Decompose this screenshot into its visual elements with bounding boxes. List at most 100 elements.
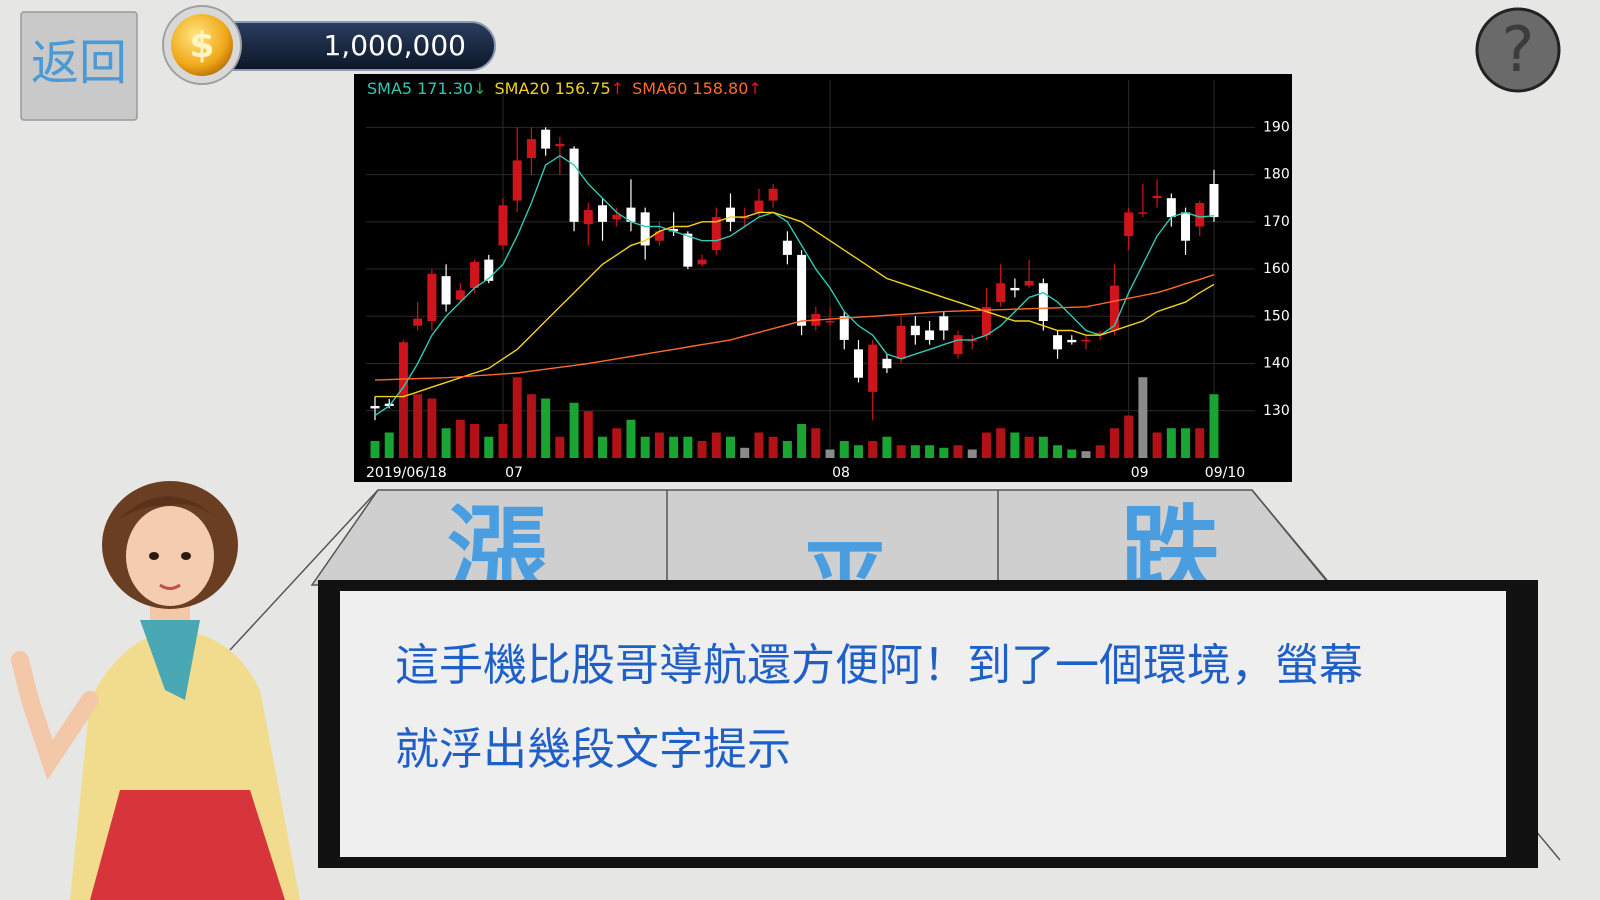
volume-bar	[569, 402, 579, 458]
volume-bar	[555, 436, 565, 458]
x-tick-label: 09/10	[1205, 465, 1245, 481]
volume-bar	[526, 394, 536, 458]
volume-bar	[782, 441, 792, 458]
candle-body	[1024, 280, 1034, 286]
volume-bar	[484, 436, 494, 458]
back-button[interactable]: 返回	[20, 11, 138, 121]
back-button-bg[interactable]	[20, 11, 138, 121]
candle-body	[996, 283, 1006, 303]
candle-body	[1124, 212, 1134, 236]
skirt	[90, 790, 285, 900]
candle-body	[1067, 339, 1077, 343]
help-label[interactable]: ?	[1502, 13, 1535, 86]
candle-body	[896, 325, 906, 359]
x-tick-label: 09	[1131, 465, 1149, 481]
candle-body	[427, 273, 437, 322]
volume-bar	[868, 441, 878, 458]
x-tick-label: 07	[505, 465, 523, 481]
chart: 130 140 150 160 170 180 190 2019/06/18 07 08 09 09/…	[366, 79, 1290, 481]
candle-body	[853, 349, 863, 378]
candle-body	[925, 330, 935, 340]
candle-body	[939, 316, 949, 331]
sma-line	[375, 211, 1215, 398]
volume-bar	[896, 445, 906, 458]
volume-bar	[398, 385, 408, 458]
volume-bar	[1152, 432, 1162, 458]
volume-bar	[996, 428, 1006, 458]
candle-body	[484, 259, 494, 281]
volume-bar	[981, 432, 991, 458]
volume-bar	[441, 428, 451, 458]
candle-body	[1181, 212, 1191, 241]
volume-bar	[455, 419, 465, 458]
table-edge	[229, 489, 379, 651]
sma-line	[374, 274, 1215, 381]
coin-counter: $ 1,000,000	[162, 5, 496, 85]
volume-bar	[1081, 451, 1091, 458]
candle-body	[1195, 202, 1205, 227]
candle-body	[370, 406, 380, 409]
candle-body	[470, 261, 480, 288]
legend-trend: ↓	[473, 79, 486, 98]
volume-bar	[1124, 415, 1134, 458]
volume-bar	[967, 449, 977, 458]
candle-body	[555, 143, 565, 147]
back-label[interactable]: 返回	[31, 35, 127, 91]
candle-body	[1109, 285, 1119, 331]
volume-bar	[626, 419, 636, 458]
candle-body	[612, 214, 622, 220]
y-tick-label: 170	[1263, 214, 1290, 230]
legend-name: SMA20	[494, 79, 549, 98]
candle-body	[512, 160, 522, 201]
candle-body	[910, 325, 920, 336]
candle-body	[541, 129, 551, 149]
face	[126, 506, 214, 606]
candle-body	[669, 228, 679, 232]
legend-value: 156.75	[555, 79, 611, 98]
candle-body	[1038, 283, 1048, 322]
legend-value: 158.80	[692, 79, 748, 98]
volume-bar	[498, 424, 508, 458]
candle-body	[626, 207, 636, 222]
candle-body	[1152, 195, 1162, 199]
volume-bar	[1067, 449, 1077, 458]
volume-bar	[427, 398, 437, 458]
character	[11, 481, 300, 900]
volume-bar	[1209, 394, 1219, 458]
volume-bar	[797, 424, 807, 458]
candle-body	[697, 259, 707, 265]
candle-body	[754, 200, 764, 213]
volume-bar	[470, 424, 480, 458]
legend-trend: ↑	[611, 79, 624, 98]
volume-bar	[598, 436, 608, 458]
volume-bar	[740, 447, 750, 458]
help-circle[interactable]	[1475, 7, 1561, 93]
coin-symbol: $	[189, 25, 214, 66]
volume-bar	[754, 432, 764, 458]
candle-body	[825, 321, 835, 323]
candle-body	[981, 306, 991, 336]
y-tick-label: 180	[1263, 167, 1290, 183]
candle-body	[569, 148, 579, 222]
coin-amount: 1,000,000	[323, 29, 466, 62]
help-button[interactable]: ?	[1475, 7, 1561, 93]
legend-trend: ↑	[748, 79, 761, 98]
volume-bar	[726, 436, 735, 458]
volume-bar	[654, 432, 664, 458]
volume-bar	[612, 428, 622, 458]
volume-bar	[1010, 432, 1020, 458]
candle-body	[683, 233, 693, 267]
volume-bar	[1138, 377, 1148, 458]
candle-body	[882, 358, 892, 369]
candle-body	[498, 205, 508, 246]
candle-body	[598, 205, 608, 222]
volume-bar	[384, 432, 394, 458]
volume-bar	[1195, 428, 1205, 458]
y-tick-label: 150	[1263, 308, 1290, 324]
candle-body	[455, 290, 465, 300]
candle-body	[1209, 184, 1219, 218]
y-tick-label: 190	[1263, 119, 1290, 135]
volume-bar	[1024, 436, 1034, 458]
volume-bar	[882, 436, 892, 458]
